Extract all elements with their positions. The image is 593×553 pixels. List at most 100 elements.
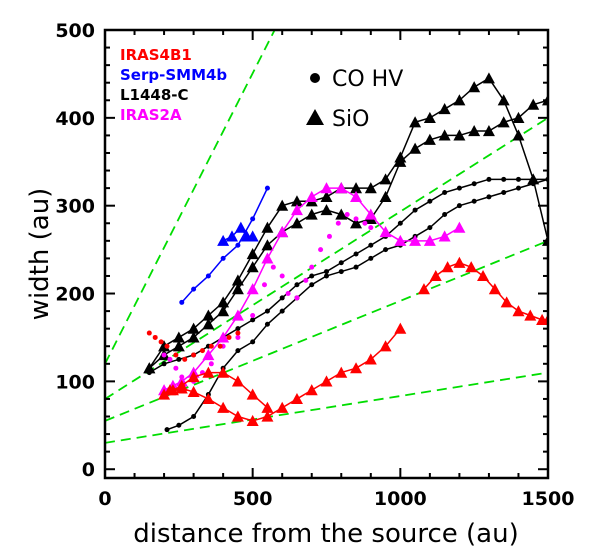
triangle-point xyxy=(453,256,466,268)
plot-frame xyxy=(103,28,550,480)
circle-point xyxy=(486,194,492,200)
key-entry-sio: SiO xyxy=(306,107,369,132)
circle-point xyxy=(235,348,241,354)
triangle-point xyxy=(290,217,303,229)
circle-point xyxy=(324,273,329,279)
circle-point xyxy=(303,277,309,283)
circle-point xyxy=(383,247,389,253)
circle-point xyxy=(309,264,315,270)
triangle-point xyxy=(438,230,451,242)
triangle-point xyxy=(453,94,466,106)
triangle-point xyxy=(217,401,230,413)
triangle-point xyxy=(246,414,259,427)
circle-point xyxy=(250,339,256,345)
circle-point xyxy=(176,422,182,428)
circle-point xyxy=(335,220,341,226)
circle-point xyxy=(205,273,211,279)
triangle-point xyxy=(394,234,407,246)
triangle-point xyxy=(453,221,466,233)
triangle-point xyxy=(246,261,259,273)
circle-point xyxy=(285,291,291,297)
triangle-point xyxy=(320,182,333,194)
triangle-point xyxy=(290,392,303,405)
circle-point xyxy=(309,273,315,279)
circle-point xyxy=(161,352,167,358)
circle-point xyxy=(530,181,536,187)
triangle-point xyxy=(364,182,377,194)
reference-line-4 xyxy=(105,371,548,444)
triangle-point xyxy=(542,94,548,106)
circle-point xyxy=(179,299,185,305)
series-iras4b1-co-hv-11 xyxy=(146,330,241,362)
legend-entry-iras2a: IRAS2A xyxy=(120,106,182,124)
circle-point xyxy=(515,176,521,182)
key-triangle-marker xyxy=(306,109,324,125)
triangle-point xyxy=(379,190,392,203)
tick-labels: 0 500 1000 1500 0 100 200 300 400 500 xyxy=(55,20,574,510)
triangle-point xyxy=(276,199,289,211)
triangle-point xyxy=(217,331,230,343)
circle-point xyxy=(471,198,477,204)
triangle-point xyxy=(231,283,244,295)
series-iras4b1-sio-9 xyxy=(163,322,407,427)
legend-entry-iras4b1: IRAS4B1 xyxy=(120,46,192,64)
key-label: CO HV xyxy=(332,67,403,92)
triangle-point xyxy=(527,98,540,110)
circle-point xyxy=(208,343,214,349)
circle-point xyxy=(279,273,285,279)
circle-point xyxy=(235,242,241,248)
circle-point xyxy=(324,269,329,275)
triangle-point xyxy=(524,309,537,321)
circle-point xyxy=(309,282,315,288)
triangle-point xyxy=(497,116,510,128)
circle-point xyxy=(173,365,179,371)
x-axis-title: distance from the source (au) xyxy=(133,519,518,549)
circle-point xyxy=(270,264,276,270)
triangle-point xyxy=(409,142,422,154)
triangle-point xyxy=(350,190,363,203)
triangle-point xyxy=(500,296,513,308)
triangle-point xyxy=(261,252,274,264)
triangle-point xyxy=(468,81,481,93)
triangle-point xyxy=(187,331,200,343)
circle-point xyxy=(353,264,359,270)
triangle-point xyxy=(379,173,392,185)
circle-point xyxy=(279,308,285,314)
triangle-point xyxy=(187,370,200,383)
triangle-point xyxy=(246,230,259,242)
circle-point xyxy=(164,343,170,349)
circle-point xyxy=(191,414,197,420)
triangle-point xyxy=(482,72,495,84)
triangle-point xyxy=(320,375,333,387)
triangle-point xyxy=(202,392,215,405)
triangle-point xyxy=(320,204,333,216)
triangle-point xyxy=(335,182,348,194)
triangle-point xyxy=(290,204,303,216)
triangle-point xyxy=(172,340,185,352)
circle-point xyxy=(208,361,214,367)
triangle-point xyxy=(231,410,244,422)
circle-point xyxy=(261,282,267,288)
triangle-point xyxy=(350,217,363,229)
circle-point xyxy=(250,312,256,318)
triangle-point xyxy=(246,248,259,260)
series-iras2a-co-hv-7 xyxy=(161,211,374,384)
y-tick-label: 0 xyxy=(82,459,95,481)
circle-point xyxy=(338,269,344,275)
circle-point xyxy=(235,334,241,340)
circle-point xyxy=(179,374,185,380)
triangle-point xyxy=(217,305,230,317)
circle-point xyxy=(515,185,521,191)
series-serp-smm4b-sio-4 xyxy=(217,221,259,246)
triangle-point xyxy=(276,401,289,413)
triangle-point xyxy=(438,129,451,141)
series-l1448-c-sio-1 xyxy=(143,94,548,374)
circle-point xyxy=(182,356,188,362)
series-serp-smm4b-co-hv-5 xyxy=(179,185,270,305)
circle-point xyxy=(326,233,332,239)
circle-point xyxy=(294,282,300,288)
triangle-point xyxy=(542,313,548,325)
triangle-point xyxy=(187,385,200,398)
key-entry-co-hv: CO HV xyxy=(310,67,403,92)
legend: IRAS4B1 Serp-SMM4b L1448-C IRAS2A xyxy=(120,46,227,124)
